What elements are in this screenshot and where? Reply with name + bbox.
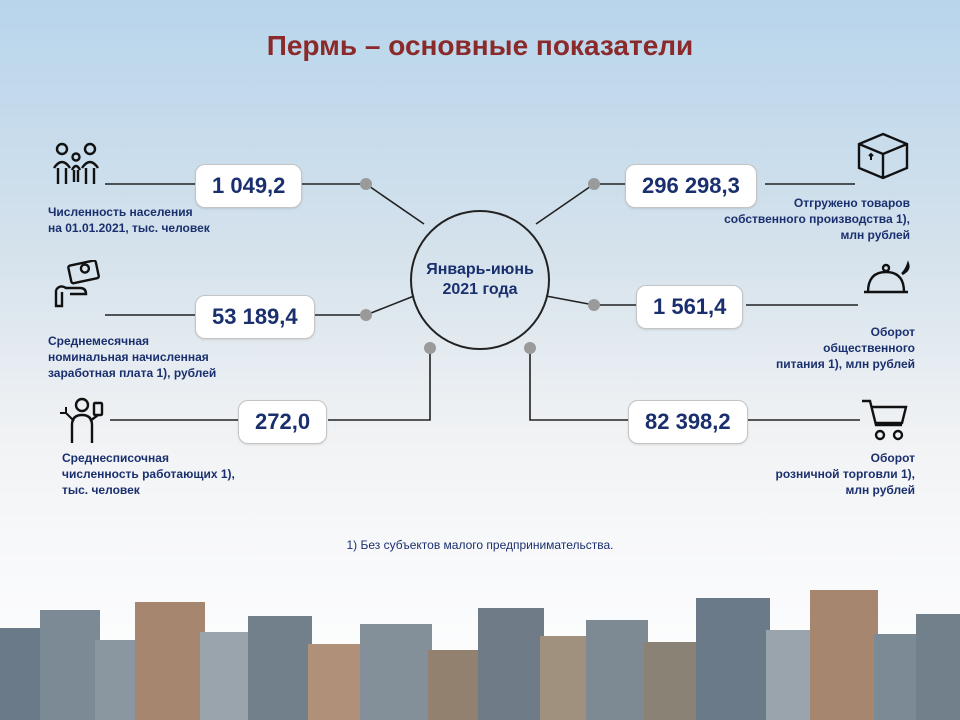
label-retail: Оборотрозничной торговли 1),млн рублей <box>745 450 915 499</box>
footnote: 1) Без субъектов малого предпринимательс… <box>0 538 960 552</box>
worker-icon <box>60 395 104 452</box>
label-catering: Оборотобщественногопитания 1), млн рубле… <box>745 324 915 373</box>
skyline <box>0 580 960 720</box>
page: Пермь – основные показатели Январь-июнь <box>0 0 960 720</box>
center-line1: Январь-июнь <box>426 261 534 279</box>
value-population: 1 049,2 <box>195 164 302 208</box>
label-salary: Среднемесячнаяноминальная начисленнаязар… <box>48 333 268 382</box>
label-employees: Среднесписочнаячисленность работающих 1)… <box>62 450 282 499</box>
center-period: Январь-июнь 2021 года <box>410 210 550 350</box>
family-icon <box>50 140 102 193</box>
money-icon <box>50 260 104 315</box>
page-title: Пермь – основные показатели <box>0 30 960 62</box>
value-catering: 1 561,4 <box>636 285 743 329</box>
cart-icon <box>860 395 912 448</box>
center-line2: 2021 года <box>442 281 517 299</box>
label-shipped: Отгружено товаровсобственного производст… <box>700 195 910 244</box>
label-population: Численность населенияна 01.01.2021, тыс.… <box>48 204 248 236</box>
value-employees: 272,0 <box>238 400 327 444</box>
cloche-icon <box>858 258 914 307</box>
value-retail: 82 398,2 <box>628 400 748 444</box>
box-icon <box>855 130 911 187</box>
